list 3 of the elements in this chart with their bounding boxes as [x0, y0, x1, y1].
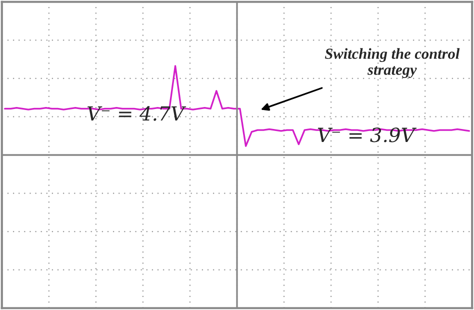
- annotation: V⁻ = 4.7V: [88, 106, 186, 121]
- annotation: V⁻ = 3.9V: [318, 128, 417, 142]
- annotation: Switching the control strategy: [324, 48, 460, 78]
